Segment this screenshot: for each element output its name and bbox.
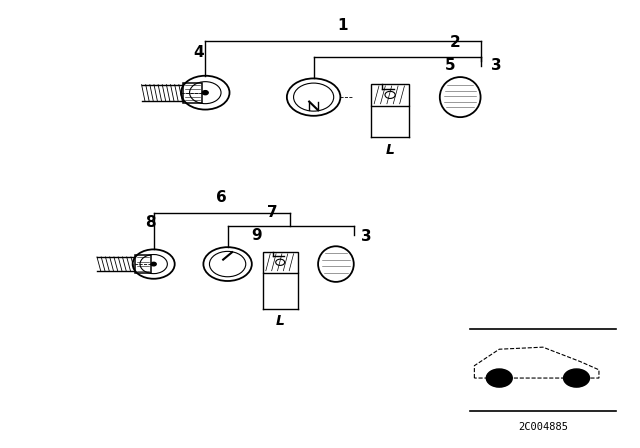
Circle shape (564, 369, 589, 387)
Circle shape (151, 263, 156, 266)
Circle shape (486, 369, 512, 387)
Text: 6: 6 (216, 190, 227, 205)
Circle shape (202, 90, 208, 95)
Text: 3: 3 (361, 228, 372, 244)
Text: 3: 3 (491, 58, 502, 73)
Text: L: L (386, 142, 394, 156)
Text: 4: 4 (194, 45, 204, 60)
Text: 7: 7 (267, 205, 278, 220)
Text: 8: 8 (145, 215, 156, 230)
Text: 2: 2 (450, 35, 460, 50)
Text: 5: 5 (445, 58, 455, 73)
Text: L: L (276, 314, 285, 328)
Text: 2C004885: 2C004885 (518, 422, 568, 432)
Text: 1: 1 (338, 18, 348, 34)
Text: 9: 9 (251, 228, 262, 243)
